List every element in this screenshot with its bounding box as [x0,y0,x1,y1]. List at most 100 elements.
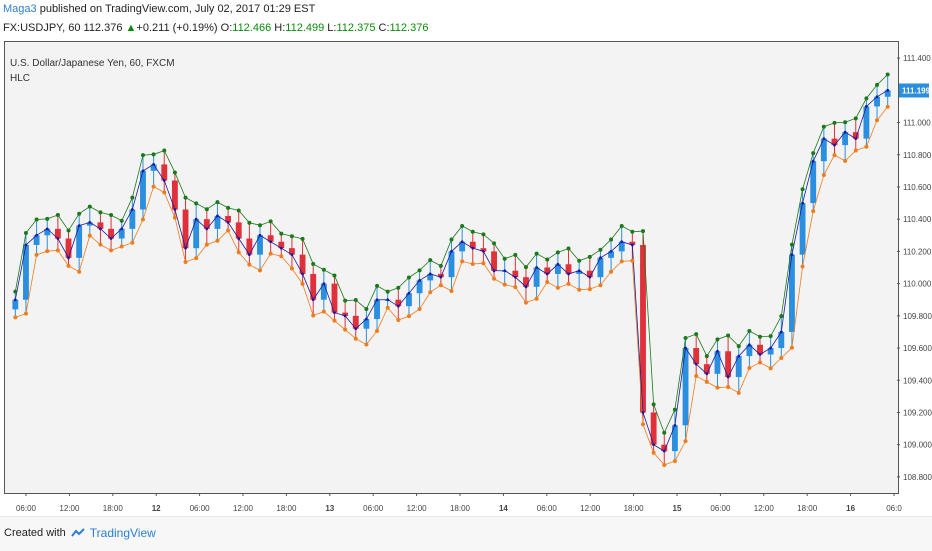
x-tick-label: 06:00 [190,504,211,513]
candle-body [203,219,210,229]
hlc-low-point [481,261,486,266]
x-tick-label: 12 [152,504,161,513]
hlc-high-point [800,187,805,192]
candle-body [129,209,136,229]
hlc-low-point [268,251,273,256]
x-tick-label: 18:00 [797,504,818,513]
candle-body [54,228,61,239]
hlc-high-point [609,237,614,242]
hlc-close-point [45,227,49,231]
hlc-high-point [258,223,263,228]
hlc-low-point [183,260,188,265]
hlc-close-point [386,298,390,302]
hlc-close-point [130,208,134,211]
hlc-low-point [204,242,209,247]
hlc-close-point [247,253,251,257]
hlc-low-point [672,459,677,464]
last-price-badge [899,83,929,98]
y-tick-label: 108.800 [903,473,932,482]
hlc-high-point [704,354,709,359]
hlc-close-point [173,208,177,211]
low-value: 112.375 [336,22,376,34]
hlc-high-point [247,220,252,225]
hlc-high-point [811,151,816,156]
low-label: L: [327,22,337,34]
hlc-close-point [226,221,230,224]
hlc-close-point [843,130,847,134]
hlc-low-point [651,450,656,455]
y-tick-label: 110.200 [903,247,932,256]
hlc-low-point [353,336,358,341]
publish-line: Maga3 published on TradingView.com, July… [3,3,315,15]
y-tick-label: 110.400 [903,215,932,224]
y-tick-label: 110.800 [903,151,932,160]
change-pct: (+0.19%) [172,22,218,34]
hlc-low-point [619,259,624,264]
hlc-high-point [364,307,369,312]
hlc-close-point [162,179,166,182]
candle-body [331,283,338,313]
hlc-low-point [130,240,135,245]
hlc-high-point [428,258,433,263]
hlc-close-point [482,249,485,253]
x-tick-label: 12:00 [59,504,80,513]
candle-body [533,267,540,287]
candle-body [863,106,870,139]
author-link[interactable]: Maga3 [3,3,37,15]
hlc-close-point [705,372,709,376]
candle-body [171,180,178,210]
hlc-high-point [758,334,763,339]
hlc-low-point [66,263,71,268]
hlc-low-point [864,144,869,149]
candle-body [225,215,232,223]
hlc-high-point [66,228,71,233]
hlc-high-point [598,247,603,252]
hlc-low-point [758,360,763,365]
hlc-high-point [779,314,784,319]
price-chart[interactable]: 111.400 111.000 110.800 110.600 110.400 110.2… [0,0,932,516]
hlc-low-point [87,233,92,238]
x-tick-label: 06:00 [537,504,558,513]
hlc-high-point [321,267,326,272]
hlc-low-point [321,309,326,314]
hlc-close-point [588,275,592,279]
hlc-low-point [470,261,475,266]
hlc-low-point [587,287,592,292]
hlc-close-point [535,266,539,269]
hlc-low-point [375,328,380,333]
hlc-high-point [672,407,677,412]
candle-body [714,351,721,374]
hlc-close-point [747,343,751,347]
hlc-low-point [428,290,433,295]
tradingview-link[interactable]: TradingView [89,526,156,540]
hlc-close-point [567,272,570,276]
candle-body [565,264,572,274]
hlc-close-point [35,233,38,237]
hlc-low-point [140,217,145,222]
candle-body [288,248,295,255]
hlc-low-point [523,300,528,305]
candle-body [640,244,646,413]
hlc-high-point [449,237,454,242]
candle-body [193,219,200,249]
hlc-close-point [141,169,145,173]
candle-body [544,267,551,274]
hlc-low-point [151,184,156,189]
hlc-close-point [886,88,890,92]
hlc-high-point [662,430,667,435]
hlc-close-point [758,353,762,356]
hlc-high-point [289,234,294,239]
hlc-close-point [418,278,421,282]
candle-body [65,238,72,258]
hlc-high-point [577,258,582,263]
hlc-low-point [768,366,773,371]
candle-body [820,138,827,162]
hlc-high-point [640,229,645,234]
candle-body [76,225,83,258]
candle-body [161,164,168,181]
hlc-high-point [13,289,18,294]
candle-body [810,161,817,204]
hlc-high-point [45,216,50,221]
hlc-high-point [385,289,390,294]
hlc-low-point [396,318,401,323]
